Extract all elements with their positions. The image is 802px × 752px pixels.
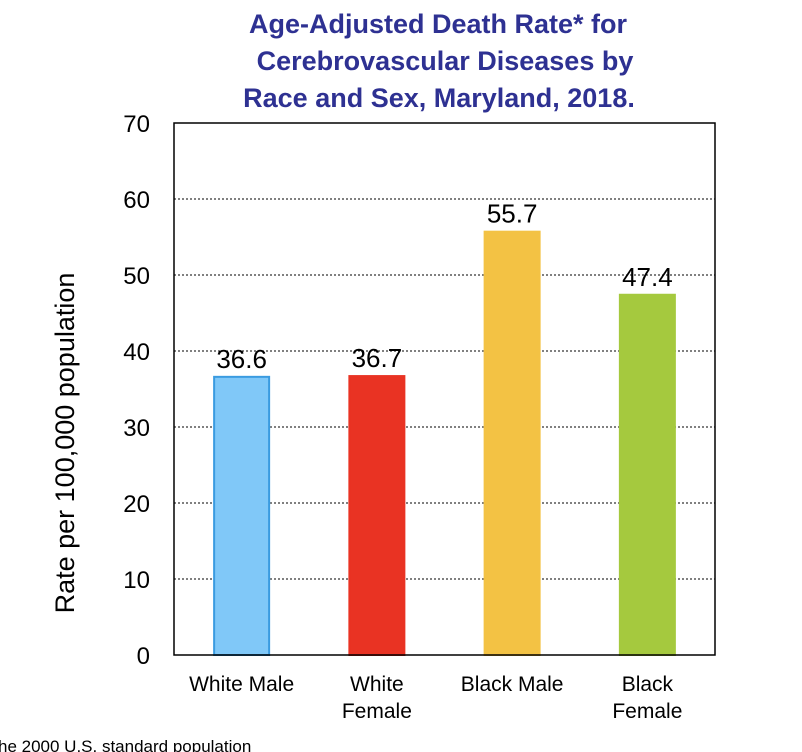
y-tick-label: 10 bbox=[123, 567, 150, 594]
chart-title-line-1: Age-Adjusted Death Rate* for bbox=[249, 9, 628, 39]
y-tick-label: 0 bbox=[137, 643, 150, 670]
chart-title: Age-Adjusted Death Rate* for Cerebrovasc… bbox=[243, 9, 635, 113]
x-category-label: White Male bbox=[189, 673, 294, 696]
x-axis-labels: White Male White Female Black Male Black Fema… bbox=[189, 673, 682, 723]
bar bbox=[348, 375, 406, 656]
bar bbox=[213, 375, 271, 656]
bars bbox=[213, 230, 676, 656]
chart-title-line-2: Cerebrovascular Diseases by bbox=[257, 46, 634, 76]
y-axis-label: Rate per 100,000 population bbox=[50, 273, 80, 614]
footnote: he 2000 U.S. standard population bbox=[0, 737, 251, 752]
x-category-label: Female bbox=[612, 700, 682, 723]
y-tick-label: 20 bbox=[123, 491, 150, 518]
data-labels: 36.6 36.7 55.7 47.4 bbox=[216, 199, 672, 374]
y-tick-label: 60 bbox=[123, 187, 150, 214]
x-category-label: Black Male bbox=[461, 673, 564, 696]
data-label: 47.4 bbox=[622, 262, 673, 292]
data-label: 55.7 bbox=[487, 199, 538, 229]
y-tick-label: 70 bbox=[123, 111, 150, 138]
plot-area-frame bbox=[173, 122, 716, 656]
x-category-label: Black bbox=[622, 673, 674, 696]
bar bbox=[483, 230, 541, 656]
x-category-label: White bbox=[350, 673, 404, 696]
y-tick-label: 50 bbox=[123, 263, 150, 290]
y-tick-label: 30 bbox=[123, 415, 150, 442]
data-label: 36.7 bbox=[352, 343, 403, 373]
y-axis-ticks: 0 10 20 30 40 50 60 70 bbox=[123, 111, 150, 670]
chart-title-line-3: Race and Sex, Maryland, 2018. bbox=[243, 83, 635, 113]
data-label: 36.6 bbox=[216, 344, 267, 374]
x-category-label: Female bbox=[342, 700, 412, 723]
y-tick-label: 40 bbox=[123, 339, 150, 366]
bar bbox=[618, 293, 676, 656]
